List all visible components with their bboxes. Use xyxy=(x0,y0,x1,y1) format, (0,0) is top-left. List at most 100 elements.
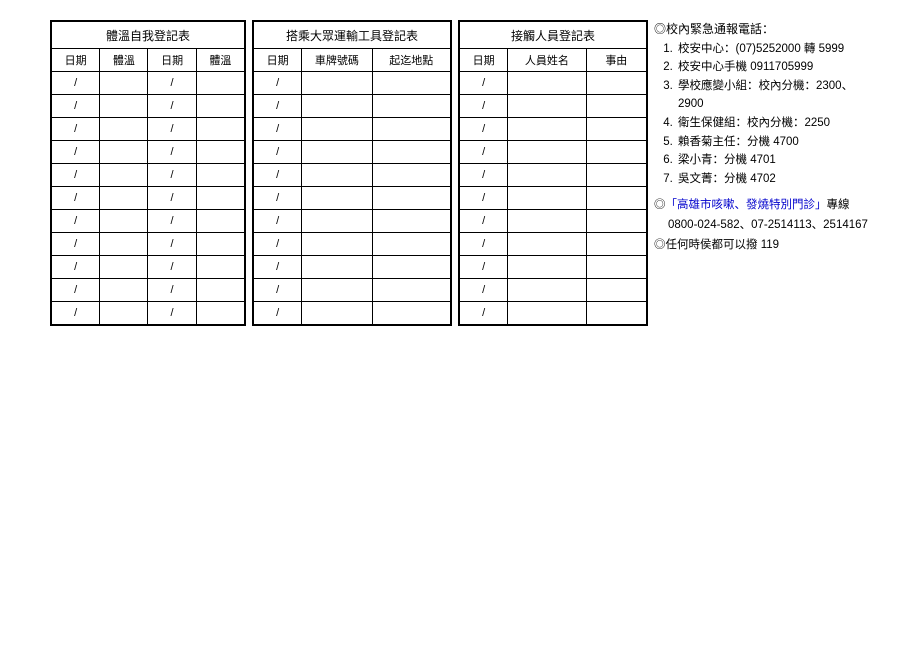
table-cell xyxy=(100,210,148,233)
table-cell xyxy=(372,118,450,141)
table-cell: / xyxy=(52,72,100,95)
table2-h1: 車牌號碼 xyxy=(302,49,372,72)
table-row: / xyxy=(460,118,647,141)
table-cell xyxy=(508,141,586,164)
table-cell: / xyxy=(460,302,508,325)
table-cell: / xyxy=(254,118,302,141)
table-cell: / xyxy=(254,187,302,210)
table-row: // xyxy=(52,256,245,279)
table-row: // xyxy=(52,141,245,164)
table-cell xyxy=(302,279,372,302)
table-cell xyxy=(302,302,372,325)
table1-h1: 體溫 xyxy=(100,49,148,72)
table3-h2: 事由 xyxy=(586,49,646,72)
transport-table-block: 搭乘大眾運輸工具登記表 日期 車牌號碼 起迄地點 /////////// xyxy=(252,20,452,326)
table-cell xyxy=(302,256,372,279)
table-cell xyxy=(196,256,244,279)
table-row: / xyxy=(460,187,647,210)
table-cell xyxy=(196,95,244,118)
table-row: / xyxy=(460,302,647,325)
table-cell xyxy=(586,279,646,302)
table-cell xyxy=(100,141,148,164)
table-row: // xyxy=(52,210,245,233)
table-cell xyxy=(302,141,372,164)
info-list: 校安中心：(07)5252000 轉 5999 校安中心手機 091170599… xyxy=(654,41,874,190)
table-cell xyxy=(302,95,372,118)
hotline-numbers: 0800-024-582、07-2514113、2514167 xyxy=(654,217,874,235)
info-panel: ◎校內緊急通報電話： 校安中心：(07)5252000 轉 5999 校安中心手… xyxy=(654,20,874,257)
table-cell xyxy=(508,187,586,210)
table1-h0: 日期 xyxy=(52,49,100,72)
table-cell: / xyxy=(460,256,508,279)
table-cell: / xyxy=(52,95,100,118)
table-cell xyxy=(372,256,450,279)
table-cell xyxy=(196,118,244,141)
table-cell: / xyxy=(148,256,196,279)
info-item: 校安中心：(07)5252000 轉 5999 xyxy=(676,41,874,59)
table-cell: / xyxy=(254,164,302,187)
table-cell xyxy=(586,118,646,141)
table-cell xyxy=(372,210,450,233)
table3-h0: 日期 xyxy=(460,49,508,72)
table-cell xyxy=(196,233,244,256)
table-cell: / xyxy=(254,210,302,233)
table-cell xyxy=(586,72,646,95)
table-cell xyxy=(508,302,586,325)
table-cell xyxy=(372,72,450,95)
table2-h2: 起迄地點 xyxy=(372,49,450,72)
table-cell xyxy=(100,302,148,325)
table-cell xyxy=(508,210,586,233)
table-cell: / xyxy=(52,302,100,325)
table-cell: / xyxy=(460,95,508,118)
table-cell xyxy=(100,164,148,187)
table-cell xyxy=(508,279,586,302)
table-cell xyxy=(586,141,646,164)
contact-table: 接觸人員登記表 日期 人員姓名 事由 /////////// xyxy=(459,21,647,325)
table-cell xyxy=(100,256,148,279)
table-cell: / xyxy=(52,256,100,279)
table-cell xyxy=(586,164,646,187)
info-title: ◎校內緊急通報電話： xyxy=(654,20,874,39)
table-row: / xyxy=(254,187,451,210)
table-cell: / xyxy=(460,118,508,141)
table-row: / xyxy=(460,233,647,256)
table1-h2: 日期 xyxy=(148,49,196,72)
table2-title: 搭乘大眾運輸工具登記表 xyxy=(254,22,451,49)
table-cell: / xyxy=(148,279,196,302)
table-cell xyxy=(508,256,586,279)
table-cell xyxy=(196,302,244,325)
table-cell xyxy=(586,256,646,279)
table-cell xyxy=(100,233,148,256)
table-cell: / xyxy=(254,279,302,302)
table-row: / xyxy=(460,279,647,302)
table-cell: / xyxy=(52,164,100,187)
table3-h1: 人員姓名 xyxy=(508,49,586,72)
table-row: / xyxy=(460,95,647,118)
table-cell: / xyxy=(52,141,100,164)
table-cell: / xyxy=(52,118,100,141)
table-cell: / xyxy=(148,302,196,325)
table-cell: / xyxy=(254,95,302,118)
info-item: 衛生保健組：校內分機：2250 xyxy=(676,115,874,133)
table-cell: / xyxy=(254,72,302,95)
table-cell xyxy=(508,164,586,187)
table-cell xyxy=(100,95,148,118)
table-cell xyxy=(508,95,586,118)
table-cell: / xyxy=(148,187,196,210)
table-row: / xyxy=(460,72,647,95)
table-cell: / xyxy=(254,302,302,325)
table-cell: / xyxy=(52,279,100,302)
table-row: // xyxy=(52,187,245,210)
hotline-link[interactable]: 「高雄市咳嗽、發燒特別門診」 xyxy=(666,199,827,211)
table-row: / xyxy=(460,141,647,164)
table-row: / xyxy=(254,95,451,118)
table-cell: / xyxy=(460,72,508,95)
table-cell: / xyxy=(52,187,100,210)
table-cell xyxy=(302,118,372,141)
table2-header-row: 日期 車牌號碼 起迄地點 xyxy=(254,49,451,72)
contact-table-block: 接觸人員登記表 日期 人員姓名 事由 /////////// xyxy=(458,20,648,326)
info-item: 賴香菊主任：分機 4700 xyxy=(676,134,874,152)
table-cell xyxy=(372,95,450,118)
table1-title: 體溫自我登記表 xyxy=(52,22,245,49)
hotline-prefix: ◎ xyxy=(654,199,666,211)
